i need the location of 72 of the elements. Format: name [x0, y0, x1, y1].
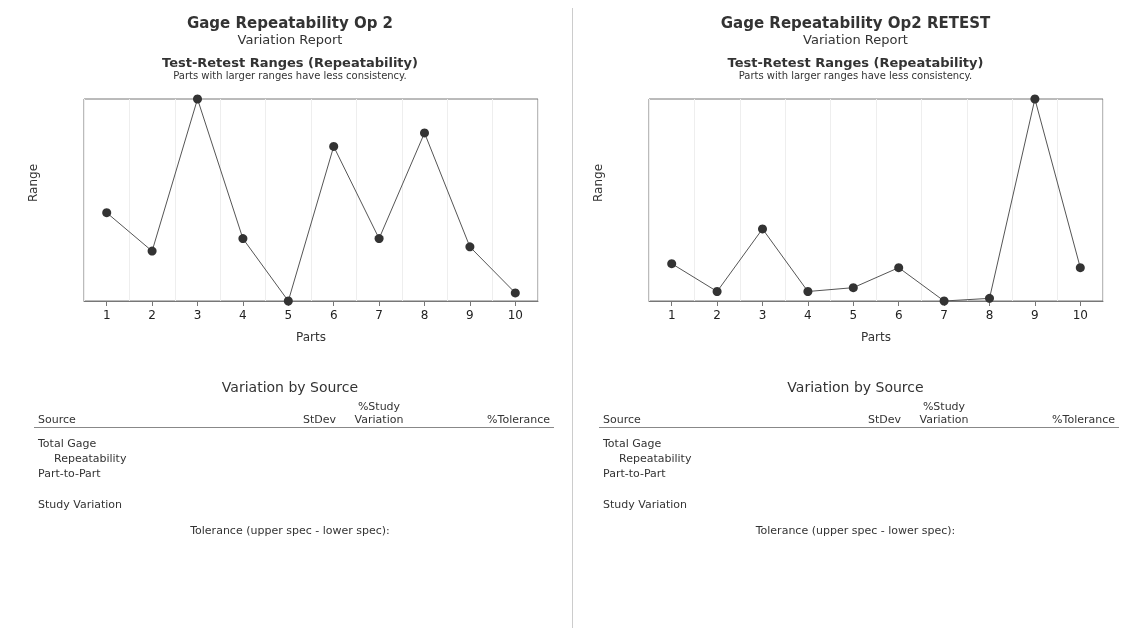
chart-title: Test-Retest Ranges (Repeatability): [161, 55, 419, 70]
text: Repeatability: [618, 451, 693, 466]
text: Gage Repeatability Op2 RETEST: [719, 14, 992, 32]
text: Study Variation: [602, 497, 689, 512]
text: Study Variation: [37, 497, 124, 512]
x-tick-label: 5: [284, 308, 293, 322]
text: %Tolerance: [1051, 412, 1116, 428]
text: %Tolerance: [486, 412, 551, 428]
text: Repeatability: [53, 451, 128, 466]
text: Tolerance (upper spec - lower spec):: [189, 524, 391, 537]
x-tick-label: 10: [507, 308, 523, 322]
x-tick-label: 8: [985, 308, 994, 322]
x-tick-label: 3: [758, 308, 767, 322]
chart-subtitle: Parts with larger ranges have less consistency.: [172, 70, 408, 81]
point: [193, 94, 202, 104]
x-tick-label: 2: [713, 308, 721, 322]
x-axis-title: Parts: [296, 330, 326, 344]
point: [147, 246, 157, 256]
text: Part-to-Part: [602, 466, 667, 481]
text: Total Gage: [37, 436, 98, 451]
x-tick-label: 4: [804, 308, 812, 322]
x-tick-label: 9: [466, 308, 474, 322]
x-tick-label: 6: [894, 308, 903, 322]
x-tick-label: 2: [148, 308, 156, 322]
x-tick-label: 1: [102, 308, 111, 322]
x-tick-label: 7: [375, 308, 383, 322]
text: StDev: [866, 412, 902, 428]
x-tick-label: 4: [239, 308, 247, 322]
text: Tolerance (upper spec - lower spec):: [754, 524, 957, 537]
x-axis-title: Parts: [861, 330, 891, 344]
x-tick-label: 7: [940, 308, 948, 322]
x-tick-label: 6: [329, 308, 338, 322]
point: [420, 128, 429, 138]
point: [238, 234, 248, 244]
point: [667, 259, 677, 269]
point: [510, 288, 520, 298]
y-axis-title: Range: [591, 163, 606, 203]
text: %Study Variation: [353, 399, 405, 428]
text: Variation Report: [802, 32, 909, 47]
point: [102, 208, 112, 218]
x-tick-label: 10: [1072, 308, 1088, 322]
x-tick-label: 1: [667, 308, 676, 322]
point: [283, 296, 293, 306]
x-tick-label: 5: [849, 308, 858, 322]
y-axis-title: Range: [26, 163, 41, 203]
chart-title: Test-Retest Ranges (Repeatability): [726, 55, 985, 70]
text: Source: [602, 412, 642, 428]
x-tick-label: 3: [193, 308, 202, 322]
text: StDev: [301, 412, 337, 428]
text: Variation Report: [236, 32, 344, 47]
text: Total Gage: [602, 436, 663, 451]
text: %Study Variation: [918, 399, 970, 428]
x-tick-label: 9: [1031, 308, 1039, 322]
point: [329, 141, 339, 151]
point: [939, 296, 949, 306]
text: Part-to-Part: [37, 466, 102, 481]
x-tick-label: 8: [420, 308, 429, 322]
text: Variation by Source: [786, 379, 925, 395]
point: [985, 293, 994, 303]
point: [374, 234, 384, 244]
chart-subtitle: Parts with larger ranges have less consistency.: [737, 70, 974, 81]
point: [1075, 263, 1085, 273]
point: [1030, 94, 1040, 104]
point: [894, 263, 904, 273]
point: [803, 287, 813, 296]
text: Variation by Source: [220, 379, 360, 395]
point: [848, 283, 858, 293]
point: [465, 242, 475, 252]
text: Gage Repeatability Op 2: [185, 14, 395, 32]
point: [712, 287, 722, 296]
point: [758, 224, 767, 234]
text: Source: [37, 412, 77, 428]
